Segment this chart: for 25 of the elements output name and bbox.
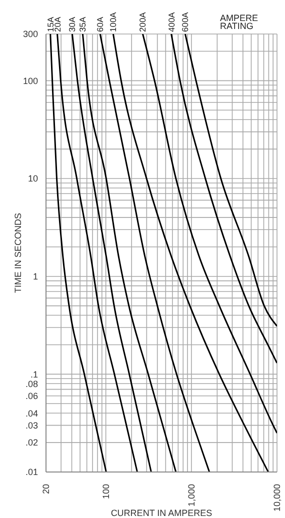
y-tick-label: 100 [22, 76, 38, 86]
text: 100A [108, 12, 118, 32]
y-tick-label: .1 [30, 369, 38, 380]
y-tick-label: .04 [25, 408, 38, 418]
text: 200A [138, 12, 148, 32]
x-axis-title: CURRENT IN AMPERES [110, 508, 212, 518]
text: 35A [78, 16, 88, 32]
y-tick-label: .06 [25, 391, 38, 402]
y-tick-label: .03 [25, 420, 38, 431]
text: 400A [166, 12, 176, 32]
y-tick-label: 1 [32, 272, 38, 282]
y-tick-label: .01 [25, 467, 38, 478]
legend-title: AMPERE RATING [220, 13, 258, 31]
x-tick-label: 1,000 [186, 484, 196, 507]
y-axis-title: TIME IN SECONDS [13, 212, 24, 294]
y-tick-label: 10 [28, 174, 38, 184]
text: 60A [95, 16, 106, 32]
x-tick-label: 20 [41, 484, 51, 494]
text: 600A [180, 12, 190, 32]
y-tick-label: 300 [22, 29, 38, 40]
y-tick-label: .02 [25, 438, 38, 448]
y-tick-label: .08 [25, 378, 38, 389]
x-tick-label: 10,000 [272, 484, 282, 512]
x-tick-label: 100 [100, 484, 111, 500]
text: 30A [67, 16, 78, 32]
